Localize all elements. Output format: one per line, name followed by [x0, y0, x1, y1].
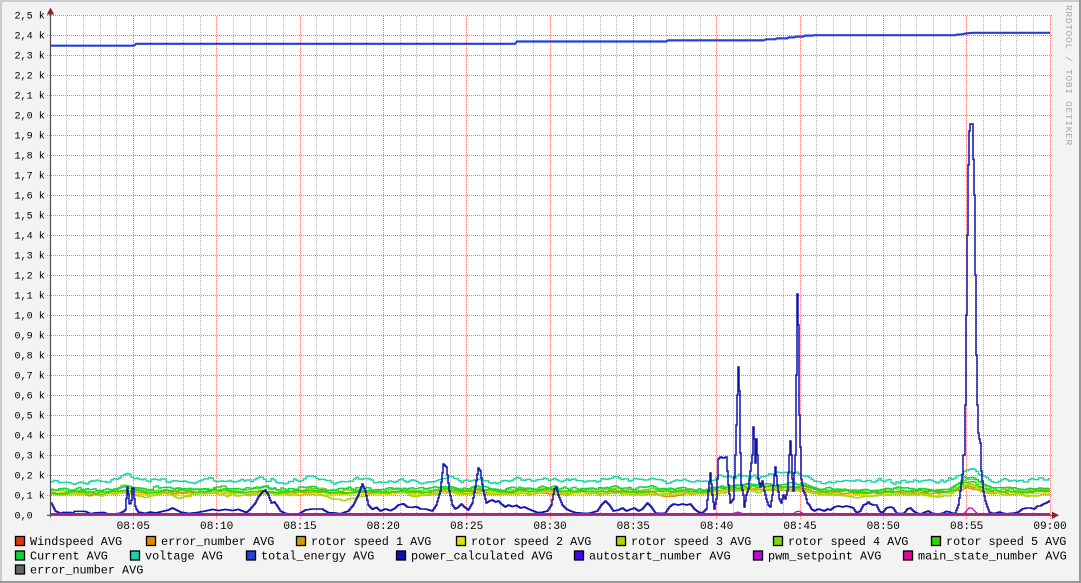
svg-text:2,2 k: 2,2 k	[15, 71, 45, 83]
svg-text:1,0 k: 1,0 k	[15, 311, 45, 323]
svg-text:error_number AVG: error_number AVG	[161, 535, 274, 549]
svg-text:rotor speed 1 AVG: rotor speed 1 AVG	[311, 535, 431, 549]
svg-text:0,9 k: 0,9 k	[15, 331, 45, 343]
svg-text:voltage AVG: voltage AVG	[145, 550, 223, 564]
svg-text:0,3 k: 0,3 k	[15, 451, 45, 463]
svg-text:RRDTOOL / TOBI OETIKER: RRDTOOL / TOBI OETIKER	[1063, 5, 1074, 146]
svg-text:08:20: 08:20	[367, 521, 400, 533]
svg-text:rotor speed 4 AVG: rotor speed 4 AVG	[788, 535, 908, 549]
svg-text:Current AVG: Current AVG	[30, 550, 108, 564]
svg-text:08:10: 08:10	[200, 521, 233, 533]
svg-text:09:00: 09:00	[1033, 521, 1066, 533]
svg-text:08:30: 08:30	[533, 521, 566, 533]
svg-text:rotor speed 5 AVG: rotor speed 5 AVG	[946, 535, 1066, 549]
svg-text:08:50: 08:50	[867, 521, 900, 533]
svg-text:0,2 k: 0,2 k	[15, 471, 45, 483]
svg-text:error_number AVG: error_number AVG	[30, 564, 143, 578]
svg-text:0,5 k: 0,5 k	[15, 411, 45, 423]
svg-text:1,9 k: 1,9 k	[15, 131, 45, 143]
svg-text:2,4 k: 2,4 k	[15, 31, 45, 43]
svg-text:0,7 k: 0,7 k	[15, 371, 45, 383]
svg-text:0,1 k: 0,1 k	[15, 491, 45, 503]
svg-text:2,1 k: 2,1 k	[15, 91, 45, 103]
svg-text:08:15: 08:15	[283, 521, 316, 533]
svg-text:08:35: 08:35	[617, 521, 650, 533]
svg-text:power_calculated AVG: power_calculated AVG	[411, 550, 553, 564]
svg-text:0,4 k: 0,4 k	[15, 431, 45, 443]
svg-text:0,6 k: 0,6 k	[15, 391, 45, 403]
svg-text:2,3 k: 2,3 k	[15, 51, 45, 63]
svg-text:1,5 k: 1,5 k	[15, 211, 45, 223]
svg-text:rotor speed 3 AVG: rotor speed 3 AVG	[631, 535, 751, 549]
svg-text:2,0 k: 2,0 k	[15, 111, 45, 123]
svg-text:1,3 k: 1,3 k	[15, 251, 45, 263]
svg-text:08:40: 08:40	[700, 521, 733, 533]
svg-text:1,7 k: 1,7 k	[15, 171, 45, 183]
svg-text:08:55: 08:55	[950, 521, 983, 533]
svg-text:1,4 k: 1,4 k	[15, 231, 45, 243]
svg-text:08:05: 08:05	[117, 521, 150, 533]
svg-text:main_state_number AVG: main_state_number AVG	[918, 550, 1067, 564]
svg-text:08:25: 08:25	[450, 521, 483, 533]
svg-text:08:45: 08:45	[783, 521, 816, 533]
svg-text:1,1 k: 1,1 k	[15, 291, 45, 303]
svg-text:autostart_number AVG: autostart_number AVG	[589, 550, 731, 564]
svg-text:2,5 k: 2,5 k	[15, 11, 45, 23]
svg-text:Windspeed AVG: Windspeed AVG	[30, 535, 122, 549]
svg-text:0,8 k: 0,8 k	[15, 351, 45, 363]
svg-text:pwm_setpoint AVG: pwm_setpoint AVG	[768, 550, 881, 564]
svg-text:0,0: 0,0	[15, 512, 33, 523]
svg-text:1,6 k: 1,6 k	[15, 191, 45, 203]
svg-text:total_energy AVG: total_energy AVG	[261, 550, 374, 564]
svg-text:1,8 k: 1,8 k	[15, 151, 45, 163]
svg-text:1,2 k: 1,2 k	[15, 271, 45, 283]
svg-text:rotor speed 2 AVG: rotor speed 2 AVG	[471, 535, 591, 549]
